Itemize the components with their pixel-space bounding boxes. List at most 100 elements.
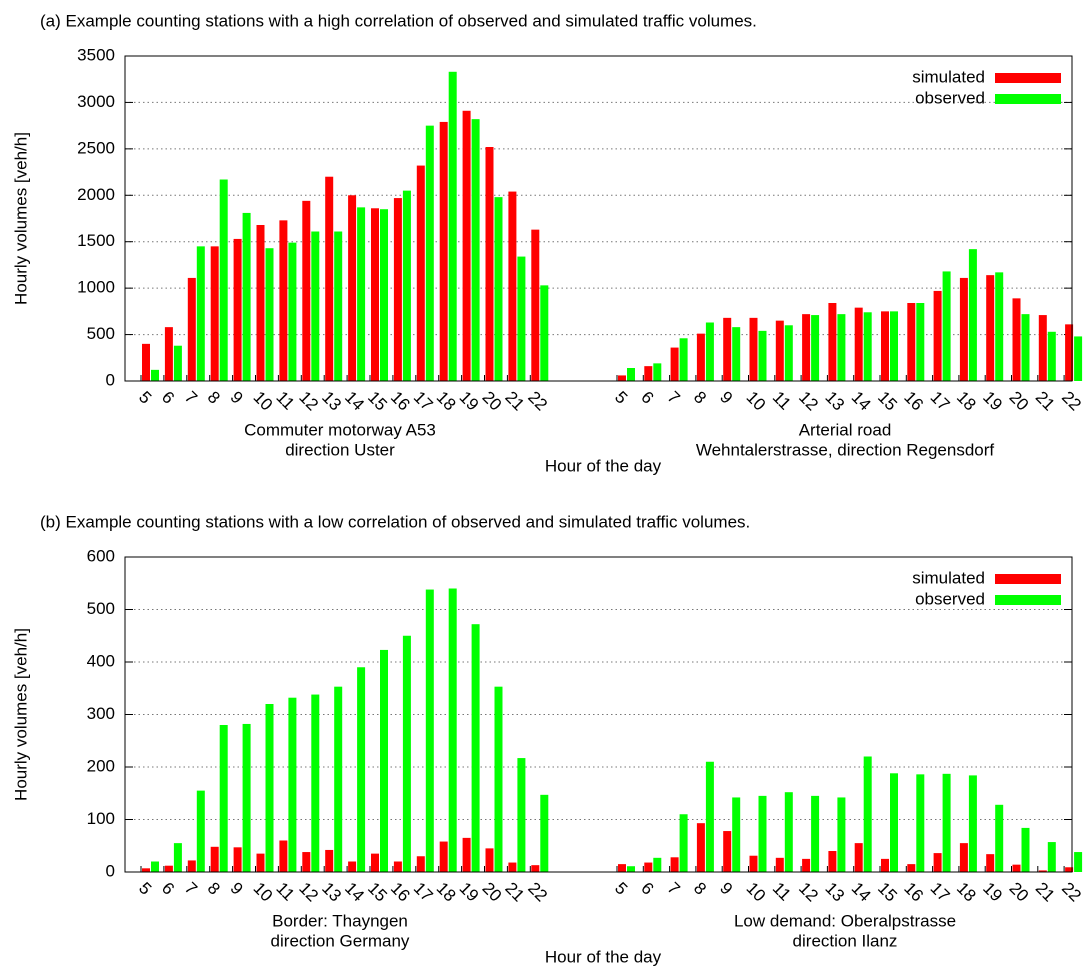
bar [758,795,767,872]
x-tick-label: 16 [387,388,414,415]
bar [696,823,705,872]
bar [302,852,311,872]
chart-title: (b) Example counting stations with a low… [40,512,750,531]
y-tick-label: 0 [106,861,115,880]
x-tick-label: 21 [1032,879,1059,906]
bar [219,725,228,872]
bar [357,667,366,872]
x-tick-label: 18 [433,388,460,415]
bar [644,862,653,872]
bar [828,851,837,872]
x-tick-label: 15 [874,388,901,415]
group-label: direction Uster [285,440,395,459]
bar [311,694,320,872]
bar [402,190,411,381]
bar [448,71,457,382]
bar [907,864,916,872]
legend-label: observed [915,88,985,107]
chart-title: (a) Example counting stations with a hig… [40,11,757,30]
bar [881,311,889,381]
x-tick-label: 17 [927,879,954,906]
x-tick-label: 11 [769,388,795,414]
y-tick-label: 2500 [77,138,115,157]
bar [302,200,311,381]
bar [802,314,811,381]
bar [959,277,968,381]
bar [348,861,357,872]
x-tick-label: 12 [795,879,822,906]
x-tick-label: 17 [410,388,437,415]
bar [173,843,182,872]
bar [1074,852,1083,872]
legend-swatch [995,574,1061,584]
x-tick-label: 16 [387,879,414,906]
legend-swatch [995,73,1061,83]
bar [627,368,635,381]
y-tick-label: 600 [87,546,115,565]
x-tick-label: 20 [479,879,506,906]
x-tick-label: 15 [874,879,901,906]
bar [1012,864,1021,872]
y-tick-label: 0 [106,370,115,389]
x-tick-label: 19 [456,388,483,415]
bar [531,229,540,381]
x-tick-label: 22 [1058,879,1085,906]
x-tick-label: 12 [795,388,822,415]
bar [696,333,705,381]
x-tick-label: 6 [637,388,657,408]
group-label: Border: Thayngen [272,911,408,930]
bar [517,758,526,872]
bar [288,697,297,872]
x-tick-label: 9 [716,388,736,408]
bar [242,723,251,872]
x-tick-label: 20 [1006,879,1033,906]
bar [494,197,503,381]
bar [854,307,863,381]
bar [942,773,951,872]
x-tick-label: 18 [953,879,980,906]
x-tick-label: 11 [272,388,298,414]
x-tick-label: 19 [979,879,1006,906]
bar [1021,827,1030,872]
bar [371,208,379,381]
bar [508,862,517,872]
bar [828,303,837,381]
y-tick-label: 3000 [77,92,115,111]
bar [380,649,388,872]
x-tick-label: 14 [848,879,875,906]
bar [881,858,889,872]
bar [393,861,402,872]
x-tick-label: 22 [1058,388,1085,415]
x-tick-label: 9 [227,879,247,899]
bar [151,369,159,381]
bar [462,837,471,872]
x-tick-label: 6 [637,879,657,899]
bar [448,588,457,872]
bar [679,338,688,381]
bar [916,303,925,381]
x-tick-label: 10 [250,388,277,415]
x-tick-label: 11 [272,879,298,905]
x-tick-label: 7 [664,388,684,408]
bar [670,347,679,381]
x-tick-label: 10 [250,879,277,906]
bar [775,320,784,381]
bar [811,315,820,381]
x-tick-label: 13 [821,879,848,906]
x-tick-label: 15 [364,388,391,415]
bar [933,290,942,381]
x-tick-label: 12 [295,879,322,906]
bar [942,271,951,381]
bar [679,814,688,872]
bar [540,794,549,872]
bar [959,843,968,872]
bar [210,846,219,872]
bar [187,860,196,872]
plot-frame [124,55,1073,382]
bar [173,345,182,381]
x-tick-label: 21 [501,879,528,906]
bar [670,857,679,872]
bar [233,847,242,872]
group-label: direction Ilanz [793,931,898,950]
x-tick-label: 5 [135,388,155,408]
